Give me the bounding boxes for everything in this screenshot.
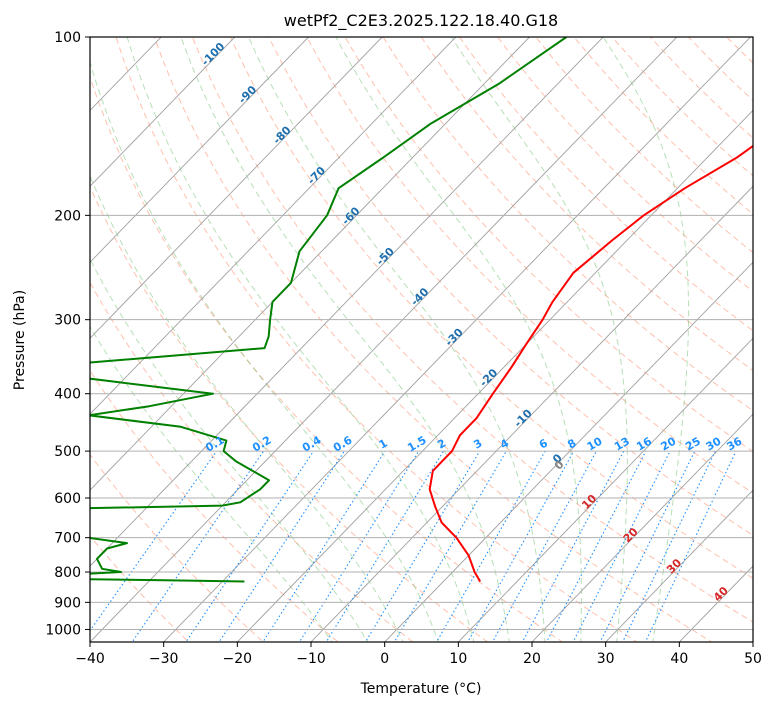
moist-adiabat-line <box>90 174 404 642</box>
moist-adiabat-line <box>180 37 510 642</box>
isotherm-line <box>90 37 383 339</box>
isotherm-line <box>384 261 753 642</box>
mixing-ratio-line <box>131 450 265 642</box>
dry-adiabat-line <box>382 37 753 412</box>
mixing-ratio-line <box>644 450 737 642</box>
y-tick-label: 300 <box>54 313 81 329</box>
y-tick-label: 200 <box>54 208 81 224</box>
axis-ticks: −40 −30 −20 −10 0 10 20 30 40 50 100 200 300 400 500 60… <box>45 30 762 667</box>
isotherm-line <box>236 109 753 642</box>
x-tick-label: −30 <box>149 651 179 667</box>
y-axis-title: Pressure (hPa) <box>12 290 28 390</box>
mixing-ratio-line <box>90 450 218 632</box>
isotherm-line <box>310 185 753 642</box>
isotherm-line <box>90 37 236 187</box>
mixing-ratio-line <box>435 450 546 642</box>
moist-adiabat-line <box>602 37 690 642</box>
mixing-ratio-line <box>185 450 315 642</box>
moist-adiabat-line <box>450 37 628 642</box>
dry-adiabat-line <box>420 37 753 372</box>
y-tick-label: 800 <box>54 565 81 581</box>
x-tick-label: −40 <box>75 651 105 667</box>
mixing-ratio-line <box>218 450 345 642</box>
y-tick-label: 500 <box>54 444 81 460</box>
moist-adiabat-line <box>90 60 440 642</box>
x-tick-label: 20 <box>523 651 541 667</box>
y-tick-label: 900 <box>54 595 81 611</box>
mixing-ratio-line <box>491 450 597 642</box>
moist-adiabat-line <box>90 325 333 642</box>
x-tick-label: 10 <box>449 651 467 667</box>
mixing-ratio-line <box>364 450 481 642</box>
isotherm-line <box>90 37 457 415</box>
isotherm-line <box>90 37 310 263</box>
mixing-ratio-line <box>622 450 716 642</box>
plot-frame <box>89 36 754 643</box>
y-tick-label: 600 <box>54 491 81 507</box>
isotherm-line <box>531 413 753 642</box>
x-tick-label: 40 <box>670 651 688 667</box>
moist-adiabat-line <box>248 37 546 642</box>
isotherm-line <box>163 37 752 642</box>
y-tick-label: 400 <box>54 387 81 403</box>
x-tick-label: −10 <box>296 651 326 667</box>
isotherm-line <box>90 37 678 642</box>
x-tick-label: 0 <box>380 651 389 667</box>
dry-adiabat-line <box>344 37 753 453</box>
chart-title: wetPf2_C2E3.2025.122.18.40.G18 <box>284 11 558 31</box>
x-tick-label: 50 <box>744 651 762 667</box>
mixing-ratio-line <box>467 450 575 642</box>
dry-adiabat-line <box>90 369 340 642</box>
x-axis-title: Temperature (°C) <box>360 681 482 697</box>
mixing-ratio-line <box>599 450 696 642</box>
x-tick-label: −20 <box>223 651 253 667</box>
background-lines <box>90 37 753 642</box>
dry-adiabat-line <box>306 37 753 494</box>
dry-adiabat-line <box>90 535 190 642</box>
dewpoint-profile-line <box>90 37 567 583</box>
temperature-profile-line <box>428 144 753 583</box>
mixing-ratio-line <box>262 450 386 642</box>
moist-adiabat-line <box>126 37 475 642</box>
isotherm-line <box>605 489 753 642</box>
profile-series <box>90 37 753 583</box>
isotherm-line <box>90 37 531 491</box>
isotherm-line <box>457 337 753 642</box>
moist-adiabat-line <box>335 37 582 642</box>
y-tick-label: 1000 <box>45 622 81 638</box>
y-tick-label: 100 <box>54 30 81 46</box>
x-tick-label: 30 <box>597 651 615 667</box>
y-tick-label: 700 <box>54 531 81 547</box>
dry-adiabat-line <box>90 453 265 642</box>
moist-adiabat-line <box>90 258 369 642</box>
